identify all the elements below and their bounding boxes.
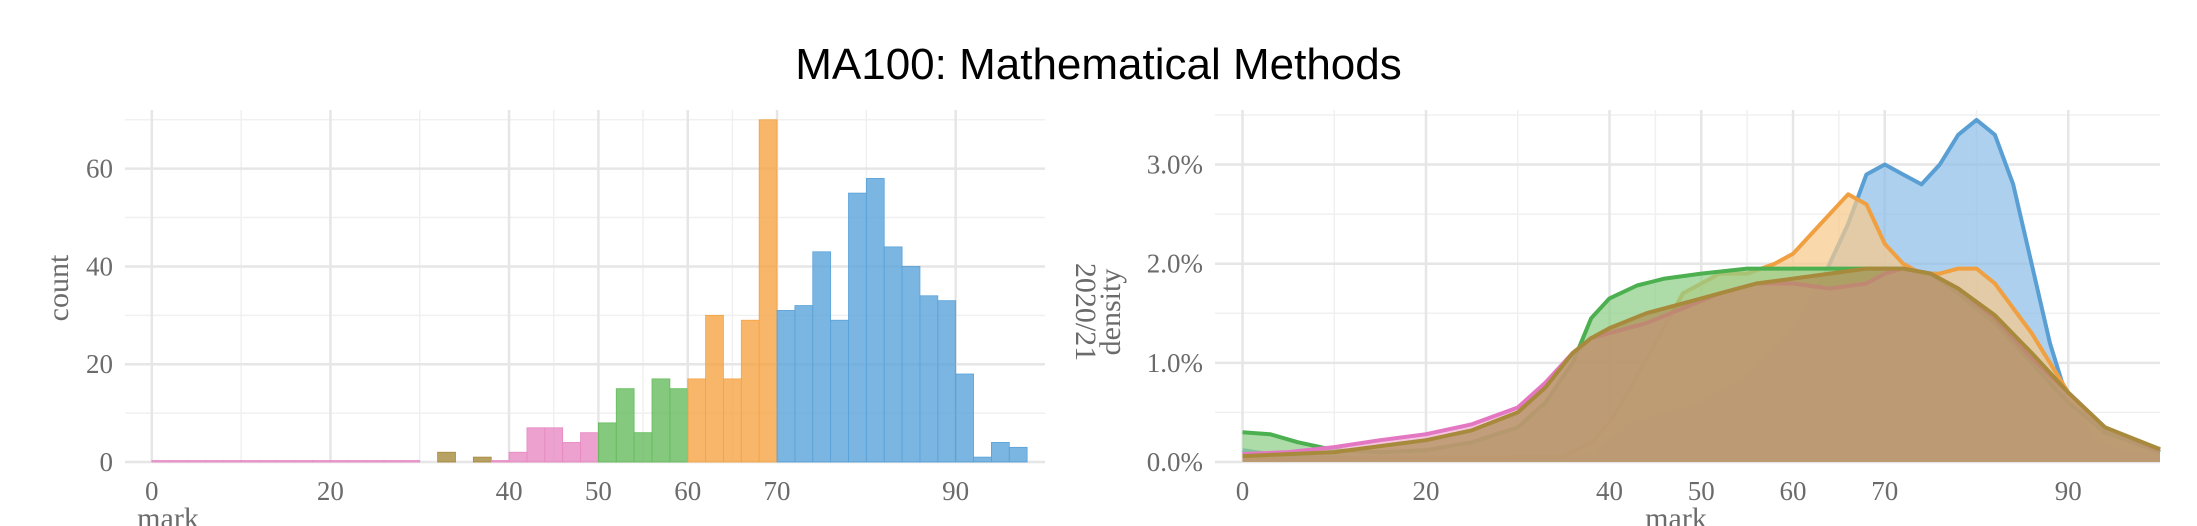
density-x-tick-label: 60: [1780, 476, 1807, 506]
histogram-bar: [991, 442, 1010, 463]
density-y-tick-label: 2.0%: [1147, 249, 1203, 279]
histogram-bar: [365, 460, 385, 463]
density-y-tick-label: 0.0%: [1147, 447, 1203, 477]
histogram-bar: [633, 432, 653, 463]
density-x-tick-label: 70: [1871, 476, 1898, 506]
hist-y-tick-label: 60: [86, 154, 113, 184]
histogram-bar: [437, 451, 456, 463]
hist-x-tick-label: 50: [585, 476, 612, 506]
histogram-bar: [330, 460, 349, 463]
density-y-tick-label: 1.0%: [1147, 348, 1203, 378]
histogram-bar: [919, 295, 939, 463]
density-x-tick-label: 40: [1596, 476, 1623, 506]
density-x-tick-label: 90: [2055, 476, 2082, 506]
hist-x-tick-label: 70: [764, 476, 791, 506]
histogram-bar: [526, 427, 546, 463]
histogram-bar: [401, 460, 421, 463]
histogram-bar: [848, 192, 867, 463]
histogram-bar: [1008, 446, 1028, 463]
histogram-bar: [794, 305, 814, 463]
hist-x-tick-label: 90: [942, 476, 969, 506]
density-x-tick-label: 0: [1236, 476, 1250, 506]
density-x-tick-label: 50: [1688, 476, 1715, 506]
histogram-bar: [222, 460, 242, 463]
histogram-bar: [812, 251, 832, 463]
density-area: [1242, 268, 2160, 462]
histogram-bar: [883, 246, 903, 463]
chart-title: MA100: Mathematical Methods: [795, 40, 1402, 89]
histogram-bar: [615, 388, 635, 463]
histogram-bar: [901, 266, 921, 463]
histogram-bar: [776, 310, 796, 463]
histogram-bar: [687, 378, 706, 463]
histogram-bar: [169, 460, 188, 463]
histogram-bar: [187, 460, 206, 463]
histogram-bar: [758, 119, 778, 463]
histogram-bar: [937, 300, 957, 463]
histogram-bar: [705, 314, 724, 463]
hist-x-tick-label: 20: [317, 476, 344, 506]
density-y-tick-label: 3.0%: [1147, 150, 1203, 180]
histogram-bar: [383, 460, 403, 463]
density-y-axis-title: density: [1094, 269, 1127, 356]
hist-x-tick-label: 40: [496, 476, 523, 506]
histogram-panel: 0 20 40 50 60 70 90 0 20 40 60: [86, 110, 1045, 506]
histogram-bar: [580, 432, 599, 463]
histogram-bar: [740, 319, 760, 463]
hist-x-tick-label: 60: [674, 476, 701, 506]
histogram-bar: [276, 460, 296, 463]
histogram-bar: [597, 422, 617, 463]
histogram-bar: [544, 427, 564, 463]
density-x-tick-label: 20: [1413, 476, 1440, 506]
hist-y-tick-label: 20: [86, 349, 113, 379]
facet-strip-label: 2020/21: [1069, 263, 1102, 361]
histogram-bar: [651, 378, 671, 463]
histogram-bar: [723, 378, 742, 463]
histogram-bar: [669, 388, 689, 463]
histogram-bar: [151, 460, 171, 463]
histogram-bar: [204, 460, 224, 463]
histogram-bar: [865, 178, 885, 463]
density-panel: 0 20 40 50 60 70 90 0.0% 1.0% 2.0% 3.0%: [1147, 110, 2161, 506]
histogram-bar: [562, 442, 581, 463]
histogram-bar: [973, 456, 992, 463]
density-line: [1242, 266, 2161, 459]
histogram-bar: [312, 460, 331, 463]
hist-y-tick-label: 0: [100, 447, 114, 477]
histogram-bar: [472, 456, 492, 463]
histogram-bar: [240, 460, 260, 463]
histogram-bar: [490, 460, 510, 463]
hist-x-axis-title: mark: [137, 502, 199, 526]
hist-x-tick-label: 0: [145, 476, 159, 506]
histogram-bar: [258, 460, 278, 463]
histogram-bar: [347, 460, 367, 463]
histogram-bar: [955, 373, 974, 463]
histogram-bar: [294, 460, 313, 463]
histogram-bar: [508, 451, 528, 463]
histogram-bar: [830, 319, 849, 463]
density-x-axis-title: mark: [1645, 502, 1707, 526]
hist-y-axis-title: count: [42, 254, 75, 321]
hist-y-tick-label: 40: [86, 251, 113, 281]
